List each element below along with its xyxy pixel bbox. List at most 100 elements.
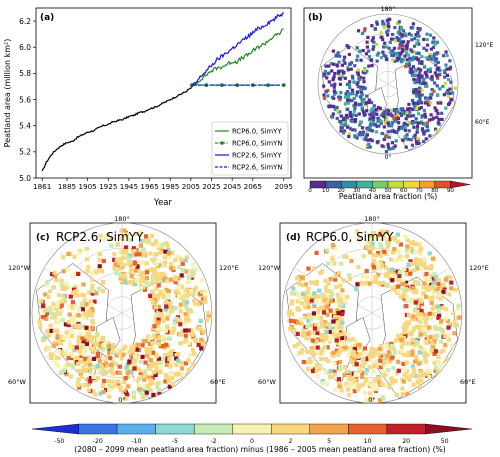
grid-cell <box>357 103 361 107</box>
grid-cell <box>405 111 409 115</box>
grid-cell <box>154 317 159 322</box>
grid-cell <box>199 337 204 342</box>
grid-cell <box>358 120 362 124</box>
grid-cell <box>86 330 91 335</box>
grid-cell <box>352 347 357 352</box>
grid-cell <box>392 46 396 50</box>
grid-cell <box>361 126 365 130</box>
grid-cell <box>316 374 321 379</box>
grid-cell <box>376 236 381 241</box>
grid-cell <box>429 285 434 291</box>
grid-cell <box>446 77 451 82</box>
grid-cell <box>108 356 113 361</box>
grid-cell <box>375 20 379 24</box>
grid-cell <box>349 114 353 118</box>
grid-cell <box>143 368 148 374</box>
grid-cell <box>418 71 422 75</box>
grid-cell <box>75 361 81 366</box>
grid-cell <box>41 315 46 320</box>
grid-cell <box>388 40 392 44</box>
grid-cell <box>435 40 439 44</box>
grid-cell <box>429 93 433 97</box>
grid-cell <box>53 306 59 312</box>
grid-cell <box>315 363 320 368</box>
grid-cell <box>118 385 123 390</box>
grid-cell <box>330 243 335 248</box>
grid-cell <box>338 110 342 114</box>
grid-cell <box>387 46 391 50</box>
grid-cell <box>357 342 362 347</box>
grid-cell <box>190 262 195 267</box>
grid-cell <box>173 257 178 263</box>
grid-cell <box>324 329 329 334</box>
grid-cell <box>325 345 330 350</box>
grid-cell <box>362 130 366 134</box>
grid-cell <box>429 274 434 279</box>
grid-cell <box>355 82 359 86</box>
grid-cell <box>321 327 327 332</box>
grid-cell <box>432 325 437 330</box>
grid-cell <box>320 379 325 384</box>
grid-cell <box>424 286 429 291</box>
grid-cell <box>397 20 401 24</box>
grid-cell <box>433 42 437 46</box>
grid-cell <box>407 32 411 36</box>
grid-cell <box>323 333 328 338</box>
grid-cell <box>431 345 436 350</box>
grid-cell <box>410 350 415 355</box>
grid-cell <box>420 127 425 131</box>
grid-cell <box>56 348 61 354</box>
grid-cell <box>95 354 100 359</box>
grid-cell <box>55 304 60 309</box>
grid-cell <box>450 343 455 348</box>
panel-c-lon-180: 180° <box>114 215 130 223</box>
grid-cell <box>439 101 443 105</box>
grid-cell <box>41 337 46 343</box>
grid-cell <box>66 356 71 361</box>
grid-cell <box>416 317 421 323</box>
grid-cell <box>90 291 95 296</box>
grid-cell <box>315 327 320 332</box>
grid-cell <box>317 288 322 293</box>
grid-cell <box>429 67 433 71</box>
grid-cell <box>406 137 410 141</box>
grid-cell <box>414 56 419 60</box>
grid-cell <box>425 315 430 320</box>
colorbar-segment <box>193 423 233 435</box>
grid-cell <box>52 315 58 320</box>
grid-cell <box>133 281 138 287</box>
grid-cell <box>81 351 86 356</box>
grid-cell <box>340 309 345 314</box>
grid-cell <box>417 141 421 145</box>
grid-cell <box>320 347 325 352</box>
grid-cell <box>422 81 426 85</box>
colorbar-tick-label: 20 <box>402 438 410 445</box>
grid-cell <box>95 375 100 380</box>
grid-cell <box>362 68 366 72</box>
panel-b-label: (b) <box>308 13 323 23</box>
grid-cell <box>136 348 141 353</box>
grid-cell <box>368 138 372 142</box>
grid-cell <box>390 108 394 112</box>
grid-cell <box>443 69 447 73</box>
grid-cell <box>141 278 146 283</box>
grid-cell <box>143 384 148 389</box>
panel-c-lon-120e: 120°E <box>219 264 239 272</box>
series-line-3 <box>190 12 284 88</box>
grid-cell <box>340 126 344 130</box>
grid-cell <box>370 24 374 28</box>
grid-cell <box>431 312 436 317</box>
grid-cell <box>48 328 53 333</box>
grid-cell <box>342 120 346 125</box>
grid-cell <box>330 256 335 261</box>
grid-cell <box>356 85 360 89</box>
grid-cell <box>74 345 79 350</box>
grid-cell <box>417 58 421 62</box>
grid-cell <box>332 89 336 94</box>
grid-cell <box>118 249 123 254</box>
grid-cell <box>363 112 367 117</box>
grid-cell <box>347 52 351 57</box>
grid-cell <box>94 291 99 296</box>
grid-cell <box>148 378 153 383</box>
grid-cell <box>417 90 421 94</box>
